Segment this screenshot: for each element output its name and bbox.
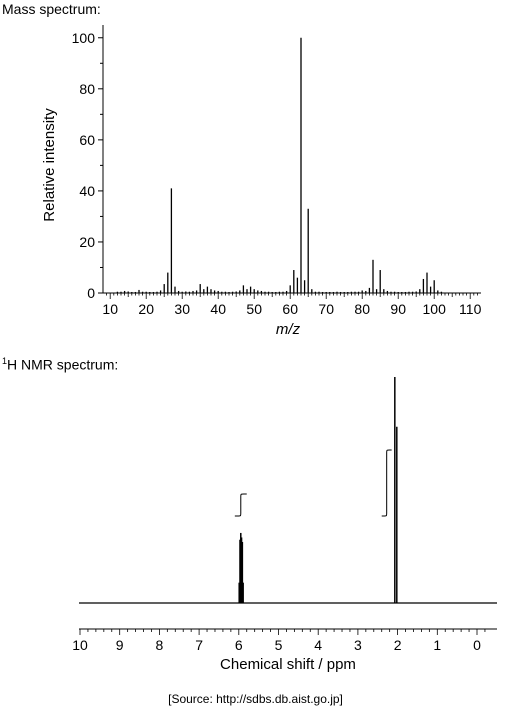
- mass-spectrum-chart: 0 20 40 60 80 100 10 20 30 40 50 60 70 80 90 100 110 Rel…: [41, 25, 482, 338]
- nmr-heading-superscript: 1: [2, 356, 8, 366]
- ms-x-tick-label: 110: [459, 301, 482, 317]
- ms-bars: [116, 37, 443, 293]
- nmr-heading-text: H NMR spectrum:: [7, 356, 119, 373]
- ms-x-tick-label: 10: [102, 301, 118, 317]
- nmr-x-tick-label: 7: [195, 637, 203, 653]
- nmr-x-tick-label: 1: [433, 637, 441, 653]
- mass-spectrum-heading: Mass spectrum:: [2, 1, 101, 17]
- nmr-x-tick-label: 6: [235, 637, 243, 653]
- ms-x-tick-label: 100: [423, 301, 447, 317]
- ms-y-tick-label: 40: [79, 183, 95, 199]
- ms-x-tick-label: 90: [390, 301, 406, 317]
- nmr-x-tick-label: 4: [314, 637, 322, 653]
- ms-y-tick-label: 20: [79, 234, 95, 250]
- ms-tick-labels: 0 20 40 60 80 100 10 20 30 40 50 60 70 80 90 100 110: [72, 30, 482, 317]
- source-citation: [Source: http://sdbs.db.aist.go.jp]: [168, 692, 343, 706]
- nmr-x-tick-label: 10: [72, 637, 88, 653]
- nmr-x-tick-label: 0: [473, 637, 481, 653]
- nmr-integral-curve: [381, 449, 392, 517]
- ms-y-axis-label: Relative intensity: [41, 108, 58, 222]
- ms-y-tick-label: 80: [79, 81, 95, 97]
- nmr-x-tick-label: 9: [116, 637, 124, 653]
- nmr-x-tick-label: 3: [354, 637, 362, 653]
- ms-y-tick-label: 0: [87, 285, 95, 301]
- nmr-x-tick-label: 8: [156, 637, 164, 653]
- nmr-spectrum-chart: 10 9 8 7 6 5 4 3 2 1 0 Chemical shift / ppm: [72, 377, 497, 673]
- ms-x-tick-label: 40: [210, 301, 226, 317]
- ms-x-tick-label: 70: [318, 301, 334, 317]
- nmr-tick-labels: 10 9 8 7 6 5 4 3 2 1 0: [72, 637, 481, 653]
- nmr-axes: [79, 602, 497, 635]
- nmr-x-tick-label: 2: [394, 637, 402, 653]
- nmr-x-axis-label: Chemical shift / ppm: [220, 656, 356, 673]
- ms-axes: [98, 25, 481, 299]
- nmr-integral-curve: [234, 493, 247, 517]
- ms-x-tick-label: 80: [354, 301, 370, 317]
- nmr-spectrum-heading: 1H NMR spectrum:: [2, 356, 118, 373]
- ms-x-tick-label: 20: [138, 301, 154, 317]
- ms-x-tick-label: 60: [282, 301, 298, 317]
- ms-x-axis-label: m/z: [276, 321, 301, 338]
- nmr-x-tick-label: 5: [275, 637, 283, 653]
- ms-y-tick-label: 100: [72, 30, 96, 46]
- ms-y-tick-label: 60: [79, 132, 95, 148]
- ms-x-tick-label: 30: [174, 301, 190, 317]
- nmr-integrals: [234, 449, 392, 517]
- ms-x-tick-label: 50: [246, 301, 262, 317]
- nmr-peaks: [238, 377, 398, 603]
